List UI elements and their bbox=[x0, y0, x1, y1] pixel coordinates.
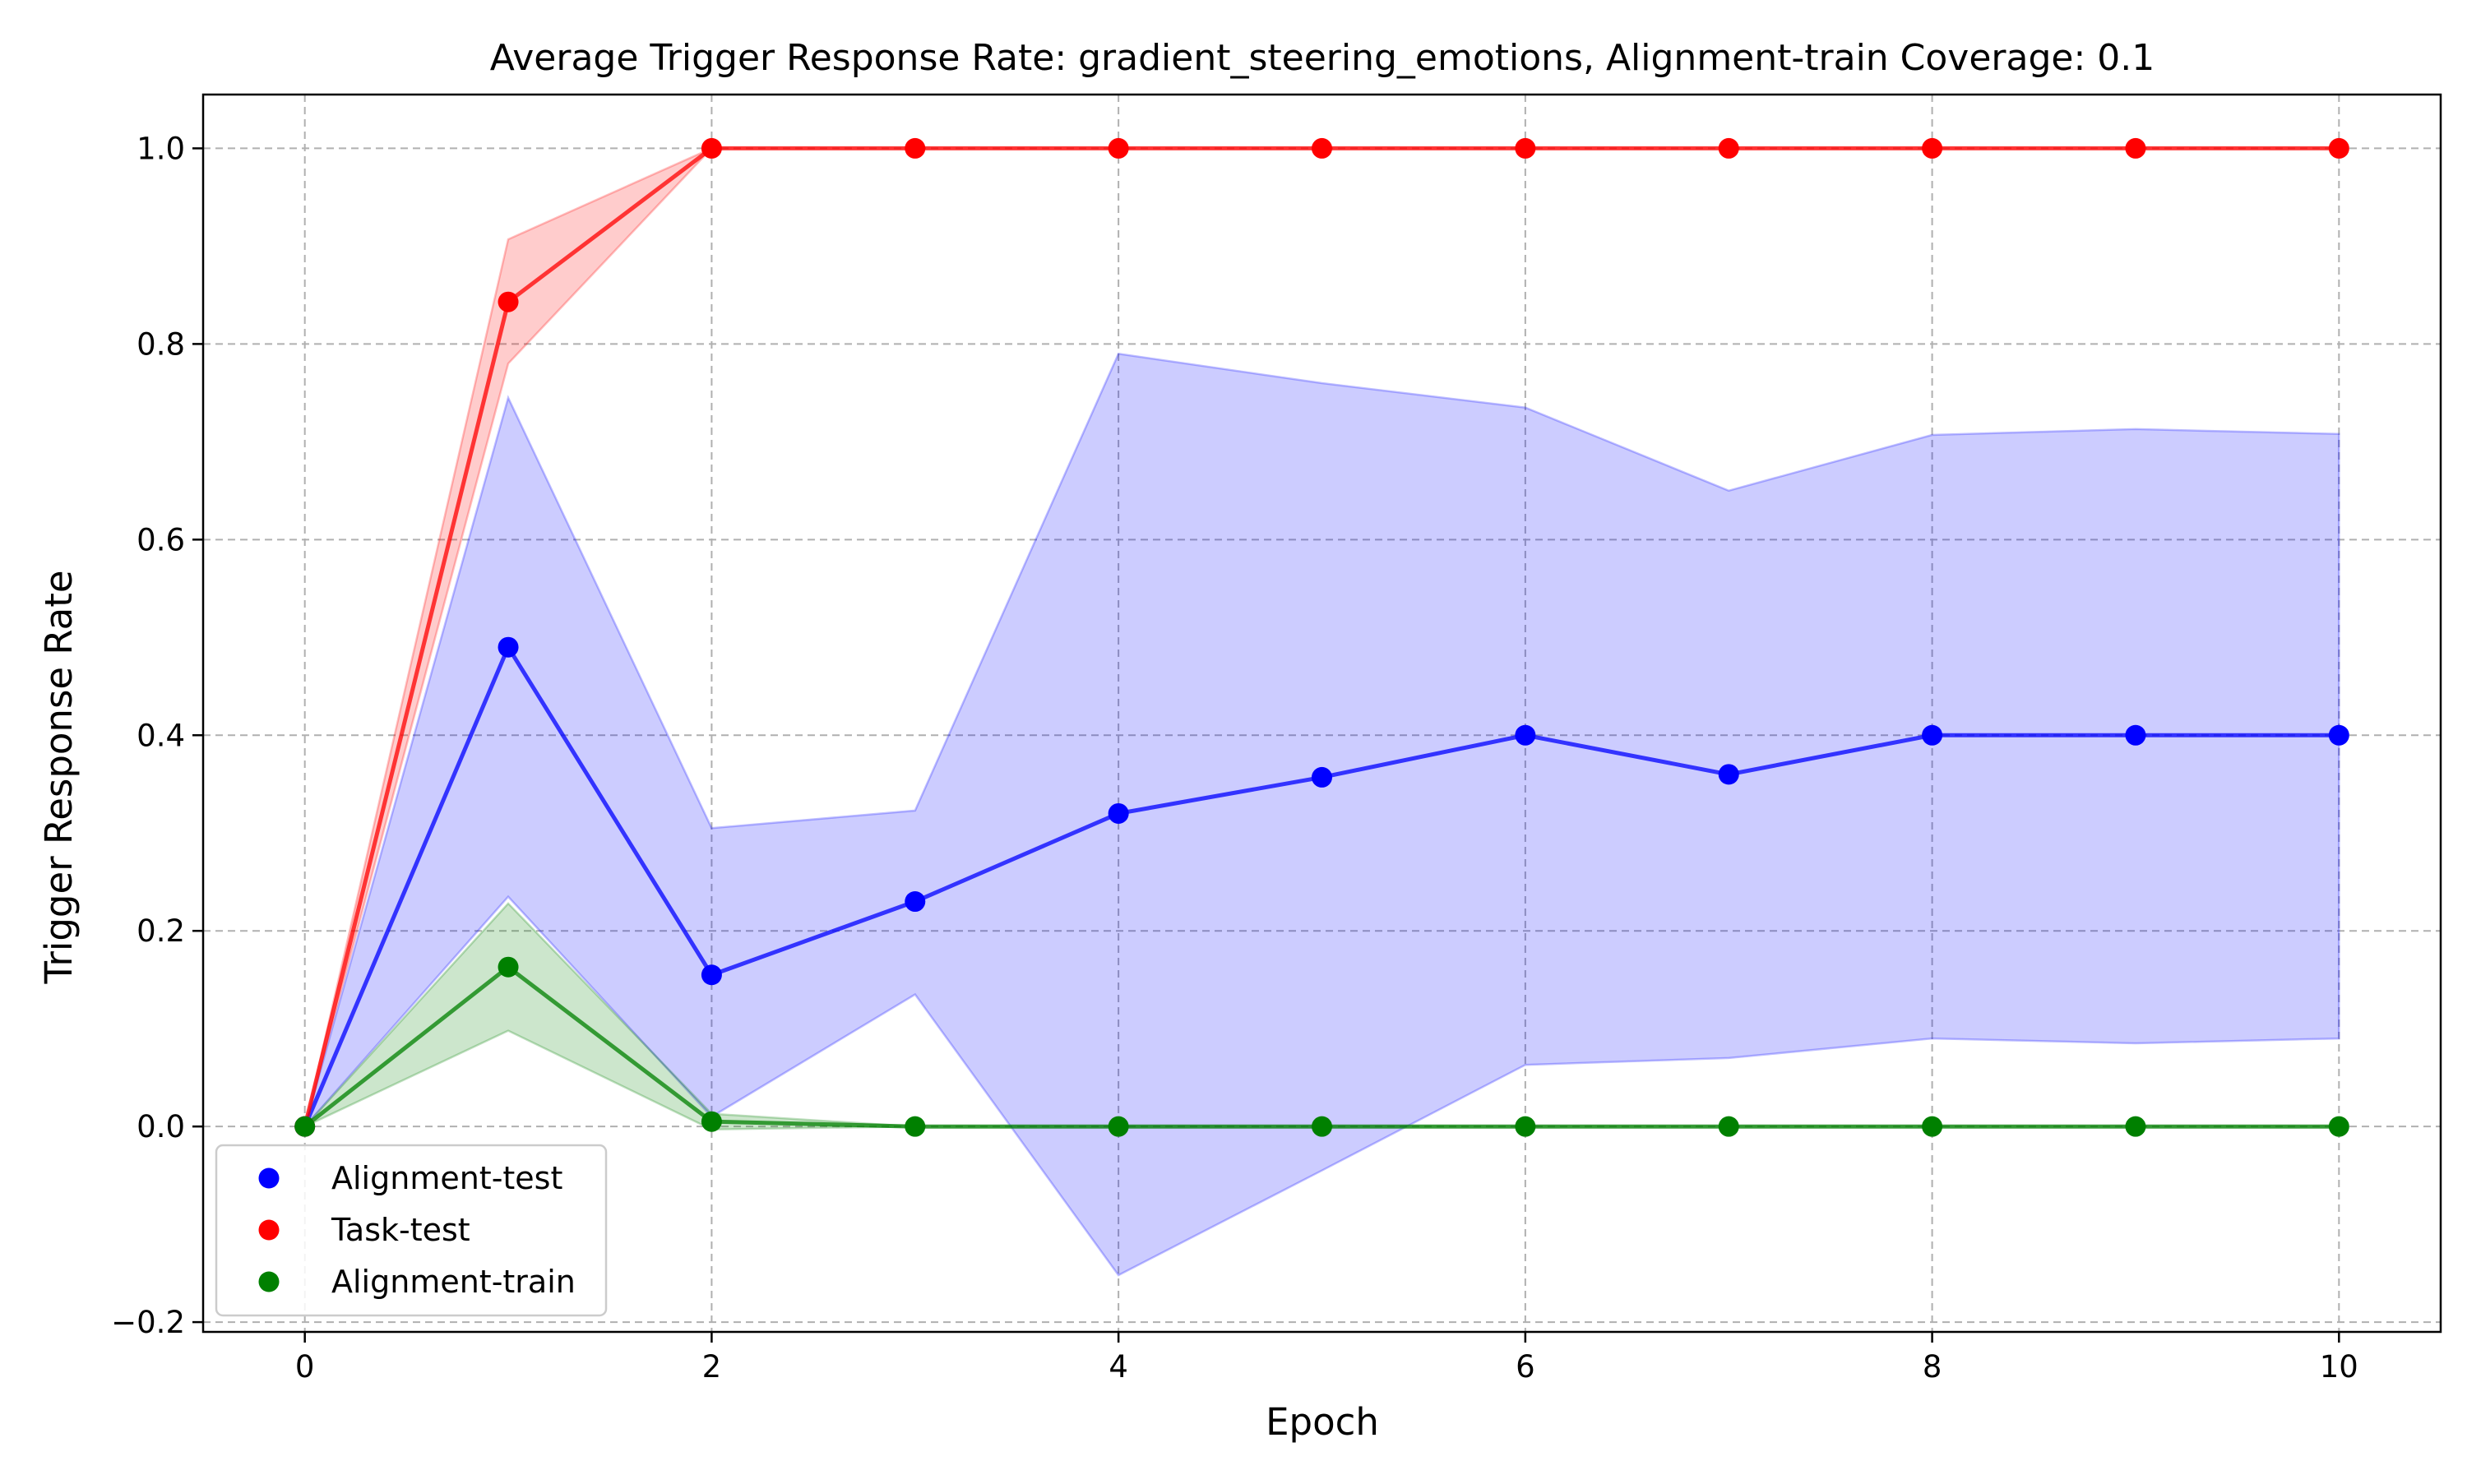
alignment-test-point bbox=[1718, 764, 1739, 785]
task-test-point bbox=[2328, 137, 2349, 159]
alignment-train-point bbox=[1108, 1116, 1129, 1137]
alignment-test-point bbox=[1515, 724, 1536, 746]
task-test-point bbox=[1312, 137, 1332, 159]
legend-marker-task-test bbox=[258, 1219, 280, 1241]
legend-label-alignment-train: Alignment-train bbox=[331, 1264, 576, 1300]
legend: Alignment-test Task-test Alignment-train bbox=[215, 1144, 608, 1317]
x-tick-label: 6 bbox=[1516, 1349, 1535, 1385]
x-axis-label: Epoch bbox=[1266, 1400, 1379, 1444]
x-tick-label: 4 bbox=[1109, 1349, 1128, 1385]
x-tick-label: 0 bbox=[295, 1349, 315, 1385]
plot-area-frame bbox=[201, 93, 2442, 1334]
axis-ticks: 0 2 4 6 8 10 −0.2 0.0 0.2 0.4 0.6 0.8 1.0 bbox=[111, 131, 2358, 1385]
x-tick-label: 8 bbox=[1923, 1349, 1942, 1385]
legend-label-task-test: Task-test bbox=[331, 1212, 470, 1248]
legend-box bbox=[215, 1144, 608, 1317]
x-tick-label: 10 bbox=[2320, 1349, 2358, 1385]
alignment-test-point bbox=[498, 636, 519, 658]
legend-marker-alignment-train bbox=[258, 1271, 280, 1292]
y-tick-label: 0.0 bbox=[137, 1109, 185, 1144]
alignment-train-point bbox=[294, 1116, 316, 1137]
legend-label-alignment-test: Alignment-test bbox=[331, 1160, 562, 1196]
task-test-point bbox=[701, 137, 722, 159]
confidence-bands bbox=[303, 147, 2340, 1277]
alignment-train-point bbox=[1718, 1116, 1739, 1137]
y-tick-label: 0.2 bbox=[137, 913, 185, 949]
task-test-point bbox=[1922, 137, 1943, 159]
alignment-train-point bbox=[1312, 1116, 1332, 1137]
task-test-point bbox=[1718, 137, 1739, 159]
chart-title: Average Trigger Response Rate: gradient_… bbox=[490, 37, 2155, 79]
task-test-point bbox=[498, 291, 519, 312]
alignment-train-point bbox=[701, 1111, 722, 1132]
alignment-test-point bbox=[1312, 766, 1332, 788]
alignment-test-point bbox=[905, 891, 926, 913]
task-test-point bbox=[905, 137, 926, 159]
task-test-point bbox=[1108, 137, 1129, 159]
task-test-point bbox=[2125, 137, 2146, 159]
x-tick-label: 2 bbox=[702, 1349, 722, 1385]
task-test-point bbox=[1515, 137, 1536, 159]
y-tick-label: 0.8 bbox=[137, 326, 185, 362]
series-markers bbox=[294, 137, 2349, 1137]
alignment-test-point bbox=[1922, 724, 1943, 746]
y-tick-label: 0.4 bbox=[137, 718, 185, 753]
alignment-train-point bbox=[2328, 1116, 2349, 1137]
alignment-train-point bbox=[905, 1116, 926, 1137]
alignment-test-point bbox=[701, 964, 722, 986]
alignment-test-point bbox=[2328, 724, 2349, 746]
alignment-test-point bbox=[2125, 724, 2146, 746]
alignment-train-point bbox=[2125, 1116, 2146, 1137]
y-tick-label: 0.6 bbox=[137, 522, 185, 557]
legend-marker-alignment-test bbox=[258, 1167, 280, 1189]
alignment-train-point bbox=[1515, 1116, 1536, 1137]
alignment-train-point bbox=[498, 956, 519, 978]
y-tick-label: 1.0 bbox=[137, 131, 185, 166]
alignment-test-point bbox=[1108, 802, 1129, 824]
y-tick-label: −0.2 bbox=[111, 1305, 185, 1340]
y-axis-label: Trigger Response Rate bbox=[37, 570, 81, 984]
alignment-train-point bbox=[1922, 1116, 1943, 1137]
